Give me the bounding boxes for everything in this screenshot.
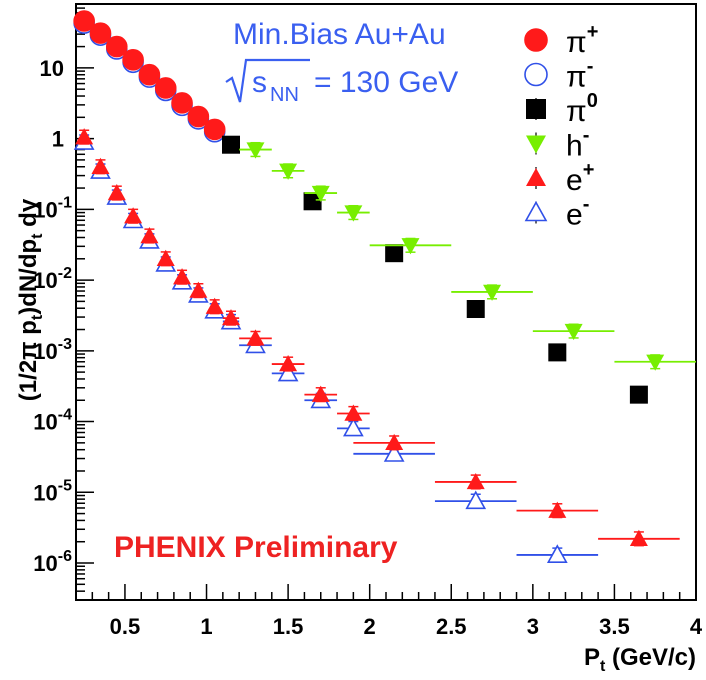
data-point-pi-zero	[385, 244, 404, 263]
data-point-h-minus	[239, 141, 272, 159]
y-tick-label: 10-1	[33, 194, 72, 222]
legend-label-pi-plus: π+	[566, 21, 598, 59]
data-point-e-plus	[205, 297, 224, 315]
y-tick-label: 10-3	[33, 336, 72, 364]
series-h-minus	[239, 141, 696, 371]
data-point-e-plus	[337, 404, 370, 422]
legend-entry-pi-minus: π-	[524, 56, 593, 94]
data-point-e-minus	[434, 490, 517, 510]
x-tick-label: 1	[200, 614, 212, 639]
data-point-e-plus	[107, 184, 126, 201]
data-point-pi-zero	[629, 385, 648, 404]
data-point-pi-plus	[73, 10, 95, 32]
data-point-e-plus	[239, 329, 272, 346]
data-point-pi-plus	[138, 63, 161, 86]
data-point-h-minus	[614, 354, 696, 371]
legend: π+π-π0h-e+e-	[524, 21, 598, 232]
x-axis-title: Pt (GeV/c)	[584, 644, 696, 675]
annotation-system: Min.Bias Au+Au	[233, 18, 446, 51]
data-point-h-minus	[304, 185, 338, 203]
y-tick-label: 10-2	[33, 265, 72, 293]
legend-marker-e-plus	[526, 168, 546, 186]
y-tick-label: 10-4	[33, 407, 72, 435]
legend-marker-pi-minus	[524, 62, 548, 87]
x-tick-label: 3	[527, 614, 539, 639]
data-point-e-minus	[337, 417, 370, 437]
data-series	[73, 10, 696, 563]
series-pi-zero	[222, 135, 648, 404]
data-point-pi-zero	[303, 192, 322, 211]
y-tick-label: 10-6	[33, 548, 72, 576]
data-point-pi-plus	[203, 118, 226, 141]
data-point-e-plus	[173, 268, 192, 285]
annotation-system-text: Min.Bias Au+Au	[233, 18, 446, 51]
y-tick-label: 1	[52, 127, 64, 152]
energy-sub-text: NN	[270, 84, 299, 106]
y-axis-title: (1/2π pt)dN/dpt dy	[15, 198, 46, 401]
data-point-h-minus	[451, 284, 533, 301]
data-point-e-plus	[222, 309, 240, 326]
annotation-energy: s NN = 130 GeV	[225, 58, 458, 106]
data-point-e-plus	[91, 157, 110, 175]
legend-label-pi-zero: π0	[566, 90, 598, 128]
data-point-pi-plus	[187, 105, 210, 128]
data-point-e-plus	[516, 501, 599, 519]
data-point-pi-plus	[122, 49, 144, 71]
x-tick-label: 2	[364, 614, 376, 639]
data-point-e-plus	[304, 385, 338, 403]
y-axis-ticks: 10-6 10-5 10-4 10-3 10-2 10-1 1 10	[33, 3, 94, 601]
legend-marker-pi-plus	[524, 28, 548, 52]
data-point-pi-plus	[89, 22, 112, 44]
legend-entry-h-minus: h-	[526, 125, 589, 163]
data-point-e-minus	[353, 443, 435, 462]
legend-entry-e-plus: e+	[526, 159, 594, 197]
data-point-e-plus	[271, 355, 305, 372]
data-point-h-minus	[532, 323, 615, 341]
energy-sqrt-text: s	[252, 66, 267, 99]
data-point-e-plus	[75, 128, 94, 145]
legend-entry-pi-zero: π0	[526, 90, 598, 128]
data-point-e-minus	[516, 544, 599, 563]
legend-label-pi-minus: π-	[566, 56, 593, 94]
legend-marker-pi-zero	[526, 99, 546, 119]
legend-label-h-minus: h-	[566, 125, 589, 163]
data-point-pi-zero	[222, 135, 240, 154]
legend-marker-h-minus	[526, 135, 546, 154]
legend-label-e-plus: e+	[566, 159, 594, 197]
y-tick-label: 10-5	[33, 477, 72, 505]
legend-marker-e-minus	[524, 200, 548, 222]
data-point-pi-zero	[466, 300, 485, 319]
data-point-pi-plus	[171, 92, 193, 114]
data-point-e-plus	[140, 226, 159, 244]
experiment-label: PHENIX Preliminary	[114, 531, 398, 564]
y-tick-label: 10	[40, 56, 64, 81]
data-point-h-minus	[271, 163, 305, 180]
legend-entry-e-minus: e-	[524, 194, 589, 232]
series-e-minus	[73, 131, 599, 563]
energy-value-text: = 130 GeV	[314, 66, 458, 99]
legend-entry-pi-plus: π+	[524, 21, 598, 59]
data-point-e-plus	[434, 472, 517, 490]
data-point-h-minus	[337, 204, 370, 222]
x-tick-label: 4	[690, 614, 703, 639]
x-tick-label: 2.5	[436, 614, 467, 639]
x-tick-label: 3.5	[599, 614, 630, 639]
x-tick-label: 0.5	[110, 614, 141, 639]
x-axis-ticks: 0.5 1 1.5 2 2.5 3 3.5 4	[75, 584, 703, 639]
x-tick-label: 1.5	[273, 614, 304, 639]
data-point-pi-plus	[105, 35, 128, 58]
series-e-plus	[75, 128, 680, 547]
data-point-e-plus	[156, 249, 175, 267]
data-point-pi-zero	[548, 343, 567, 362]
data-point-e-plus	[124, 207, 143, 224]
legend-label-e-minus: e-	[566, 194, 589, 232]
sqrt-sign-icon	[225, 58, 310, 103]
data-point-pi-plus	[154, 77, 177, 99]
data-point-e-plus	[598, 529, 680, 547]
data-point-e-plus	[353, 433, 435, 451]
series-pi-plus	[73, 10, 226, 141]
data-point-h-minus	[369, 237, 452, 255]
data-point-e-plus	[189, 281, 208, 299]
